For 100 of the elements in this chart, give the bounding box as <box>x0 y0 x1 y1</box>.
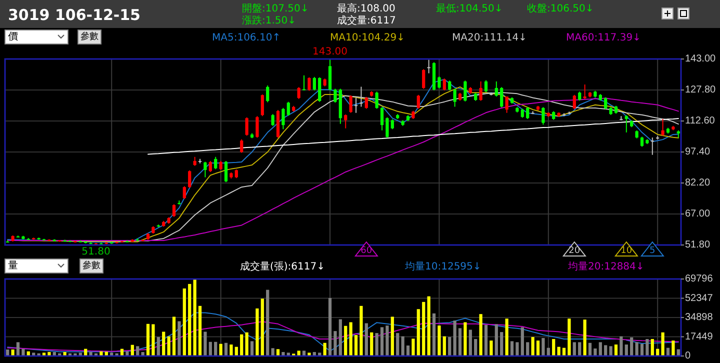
bar <box>661 332 664 356</box>
bar <box>375 333 378 356</box>
bar <box>526 342 530 356</box>
bar <box>531 337 534 356</box>
candlestick <box>214 156 218 170</box>
bar <box>156 337 160 356</box>
chart-title: 3019 106-12-15 <box>8 6 140 24</box>
bar <box>588 342 592 356</box>
bar <box>370 332 374 356</box>
y-tick-label: 69796 <box>685 274 714 284</box>
candlestick <box>297 86 300 100</box>
bar <box>516 342 519 356</box>
bar <box>193 279 196 356</box>
y-tick-label: 82.20 <box>685 178 710 188</box>
bar <box>16 342 20 356</box>
bar <box>510 341 514 356</box>
candlestick <box>354 97 358 114</box>
candlestick <box>266 85 270 103</box>
candlestick <box>344 114 348 129</box>
bar <box>464 322 467 356</box>
bar <box>500 332 504 356</box>
bar <box>338 319 342 356</box>
bar <box>276 349 280 356</box>
candlestick <box>583 84 586 100</box>
bar <box>448 337 452 356</box>
bar <box>89 352 92 356</box>
bar <box>198 306 202 356</box>
candlestick <box>453 88 456 108</box>
bar <box>282 352 285 356</box>
candlestick <box>172 204 176 218</box>
candlestick <box>256 116 259 138</box>
bar <box>572 342 576 356</box>
y-tick-label: 112.60 <box>685 116 716 126</box>
candlestick <box>334 88 337 104</box>
bar <box>271 348 274 356</box>
candlestick <box>271 114 274 126</box>
text: MA10:104.29↓ <box>330 32 405 44</box>
bar <box>542 338 545 356</box>
bar <box>453 320 456 356</box>
candlestick <box>245 116 248 136</box>
bar <box>22 348 25 356</box>
bar <box>396 333 400 356</box>
bar <box>162 332 166 356</box>
bar <box>188 284 192 356</box>
bar <box>640 344 644 356</box>
bar <box>167 336 170 356</box>
bar <box>349 322 352 356</box>
bar <box>141 352 144 356</box>
candlestick <box>464 80 467 102</box>
bar <box>260 298 264 356</box>
candlestick <box>375 91 378 110</box>
bar <box>438 326 441 356</box>
bar <box>323 342 326 356</box>
bar <box>609 346 612 356</box>
bar <box>432 313 436 356</box>
bar <box>130 344 134 356</box>
candlestick <box>260 94 264 117</box>
text: 參數 <box>82 260 100 271</box>
candlestick <box>422 68 426 90</box>
candlestick <box>224 160 228 183</box>
y-tick-label: 52347 <box>685 292 714 304</box>
bar <box>240 334 244 356</box>
bar <box>598 342 602 356</box>
bar <box>360 306 363 356</box>
candlestick <box>328 58 332 91</box>
candlestick <box>442 78 446 91</box>
bar <box>620 336 623 356</box>
text: 開盤:107.50↓ <box>242 2 309 14</box>
bar <box>146 324 150 356</box>
candlestick <box>380 106 384 131</box>
bar <box>136 346 140 356</box>
candlestick <box>318 76 322 102</box>
candlestick <box>204 161 207 178</box>
bar <box>494 324 498 356</box>
bar <box>416 309 420 356</box>
candlestick <box>640 136 644 148</box>
candlestick <box>286 101 290 116</box>
candlestick <box>182 186 186 200</box>
bar <box>557 346 560 356</box>
candlestick <box>505 96 508 114</box>
bar <box>594 348 597 356</box>
text: 量 <box>8 260 18 272</box>
candlestick <box>188 170 192 188</box>
y-tick-label: 97.40 <box>685 146 710 158</box>
annotation: 51.80 <box>82 246 110 258</box>
candlestick <box>661 118 664 136</box>
y-tick-label: 34898 <box>685 312 714 323</box>
bar <box>578 342 582 356</box>
y-tick-label: 67.00 <box>685 208 710 220</box>
candlestick <box>438 76 441 89</box>
candlestick <box>650 137 654 156</box>
text: MA5:106.10↑ <box>212 32 281 44</box>
candlestick <box>624 114 628 133</box>
text: 最低:104.50↓ <box>436 4 503 14</box>
candlestick <box>526 106 530 120</box>
bar <box>536 340 540 356</box>
candlestick <box>484 80 488 93</box>
bar <box>552 339 556 356</box>
candlestick <box>308 76 311 92</box>
candlestick <box>386 116 389 138</box>
